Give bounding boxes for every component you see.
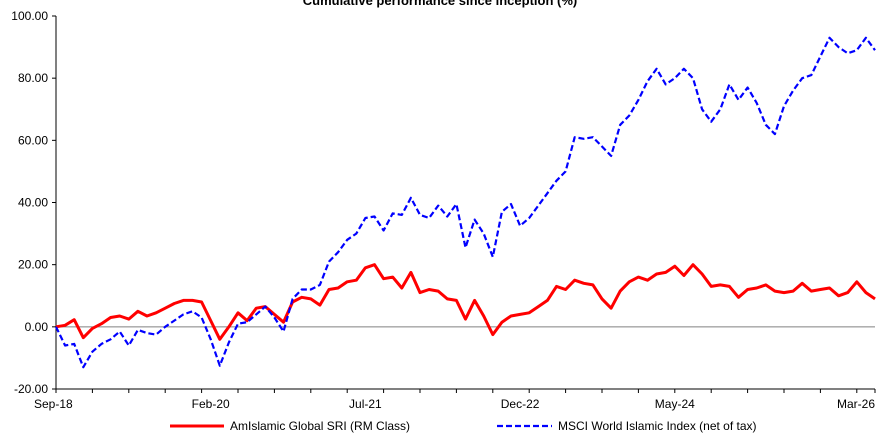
y-tick-label: 60.00 (18, 133, 48, 147)
series-line-fund (55, 263, 876, 341)
chart-title: Cumulative performance since inception (… (303, 0, 578, 8)
x-tick-label: Mar-26 (837, 397, 875, 411)
y-tick-label: 40.00 (18, 196, 48, 210)
y-tick-label: 20.00 (18, 258, 48, 272)
x-tick-label: Sep-18 (34, 397, 73, 411)
legend-label: MSCI World Islamic Index (net of tax) (558, 419, 757, 433)
x-tick-label: May-24 (655, 397, 695, 411)
x-tick-label: Dec-22 (501, 397, 540, 411)
x-tick-label: Feb-20 (192, 397, 230, 411)
y-tick-label: -20.00 (14, 382, 48, 396)
y-tick-label: 80.00 (18, 71, 48, 85)
y-tick-label: 100.00 (11, 9, 48, 23)
y-tick-label: 0.00 (25, 320, 49, 334)
legend-label: AmIslamic Global SRI (RM Class) (230, 419, 410, 433)
x-tick-label: Jul-21 (349, 397, 382, 411)
